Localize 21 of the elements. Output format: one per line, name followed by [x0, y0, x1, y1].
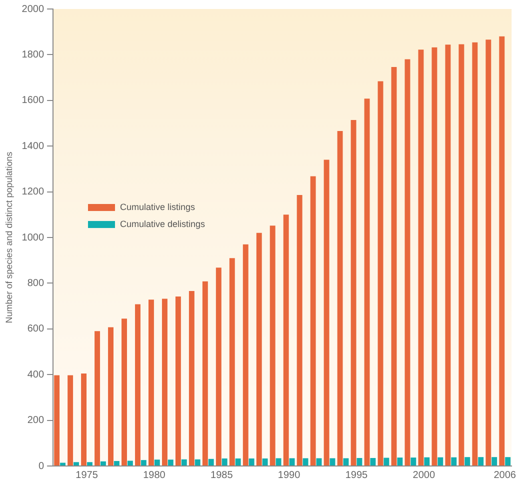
- x-tick-label: 1995: [345, 470, 368, 481]
- y-tick-label: 1800: [22, 49, 44, 60]
- y-tick-label: 800: [27, 278, 44, 289]
- x-tick-label: 1985: [210, 470, 234, 481]
- y-tick-label: 2000: [22, 4, 44, 15]
- y-tick-label: 400: [27, 369, 44, 380]
- y-axis-title: Number of species and distinct populations: [4, 151, 14, 324]
- y-tick-label: 1400: [22, 140, 44, 152]
- x-tick-label: 1990: [278, 470, 301, 481]
- y-tick-label: 600: [27, 324, 44, 335]
- y-tick-label: 1600: [22, 95, 44, 106]
- x-tick-label: 2000: [412, 470, 436, 481]
- x-tick-label: 1980: [143, 470, 166, 481]
- y-tick-label: 1200: [22, 186, 44, 198]
- y-tick-label: 1000: [22, 232, 44, 244]
- x-tick-label: 1975: [76, 470, 98, 481]
- legend-label: Cumulative delistings: [120, 219, 206, 229]
- y-tick-label: 0: [38, 460, 44, 472]
- y-tick-label: 200: [27, 415, 44, 426]
- legend-label: Cumulative listings: [120, 202, 196, 212]
- x-tick-label: 2006: [494, 470, 516, 481]
